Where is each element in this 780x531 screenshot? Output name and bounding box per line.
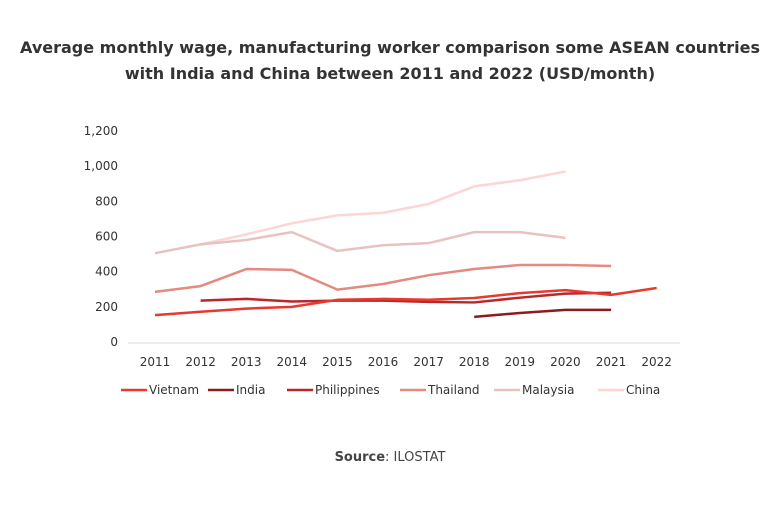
x-tick-label: 2012 bbox=[185, 355, 216, 369]
x-tick-label: 2017 bbox=[413, 355, 444, 369]
legend-label: Vietnam bbox=[149, 383, 199, 397]
x-tick-label: 2011 bbox=[140, 355, 171, 369]
series-line-philippines bbox=[200, 291, 612, 304]
x-tick-label: 2014 bbox=[277, 355, 308, 369]
legend-label: India bbox=[236, 383, 265, 397]
y-tick-label: 1,000 bbox=[84, 159, 118, 173]
x-tick-label: 2016 bbox=[368, 355, 399, 369]
series-line-china bbox=[200, 170, 566, 246]
x-tick-label: 2022 bbox=[641, 355, 672, 369]
legend-label: Philippines bbox=[315, 383, 380, 397]
legend-label: Thailand bbox=[427, 383, 480, 397]
series-line-thailand bbox=[154, 263, 612, 294]
x-tick-label: 2020 bbox=[550, 355, 581, 369]
y-tick-label: 800 bbox=[95, 194, 118, 208]
x-tick-label: 2015 bbox=[322, 355, 353, 369]
series-line-india bbox=[474, 308, 611, 319]
series-line-malaysia bbox=[154, 230, 566, 255]
x-tick-label: 2021 bbox=[596, 355, 627, 369]
y-tick-label: 400 bbox=[95, 265, 118, 279]
series-line-vietnam bbox=[154, 286, 657, 317]
legend-label: China bbox=[626, 383, 660, 397]
source-label: Source bbox=[334, 450, 386, 465]
y-tick-label: 200 bbox=[95, 300, 118, 314]
y-tick-label: 600 bbox=[95, 230, 118, 244]
x-tick-label: 2019 bbox=[505, 355, 536, 369]
x-tick-label: 2013 bbox=[231, 355, 262, 369]
y-tick-label: 0 bbox=[110, 335, 118, 349]
source-note: Source: ILOSTAT bbox=[0, 450, 780, 465]
legend-label: Malaysia bbox=[522, 383, 574, 397]
chart-title: Average monthly wage, manufacturing work… bbox=[20, 38, 760, 83]
source-value: : ILOSTAT bbox=[385, 450, 446, 465]
x-tick-label: 2018 bbox=[459, 355, 490, 369]
y-tick-label: 1,200 bbox=[84, 124, 118, 138]
